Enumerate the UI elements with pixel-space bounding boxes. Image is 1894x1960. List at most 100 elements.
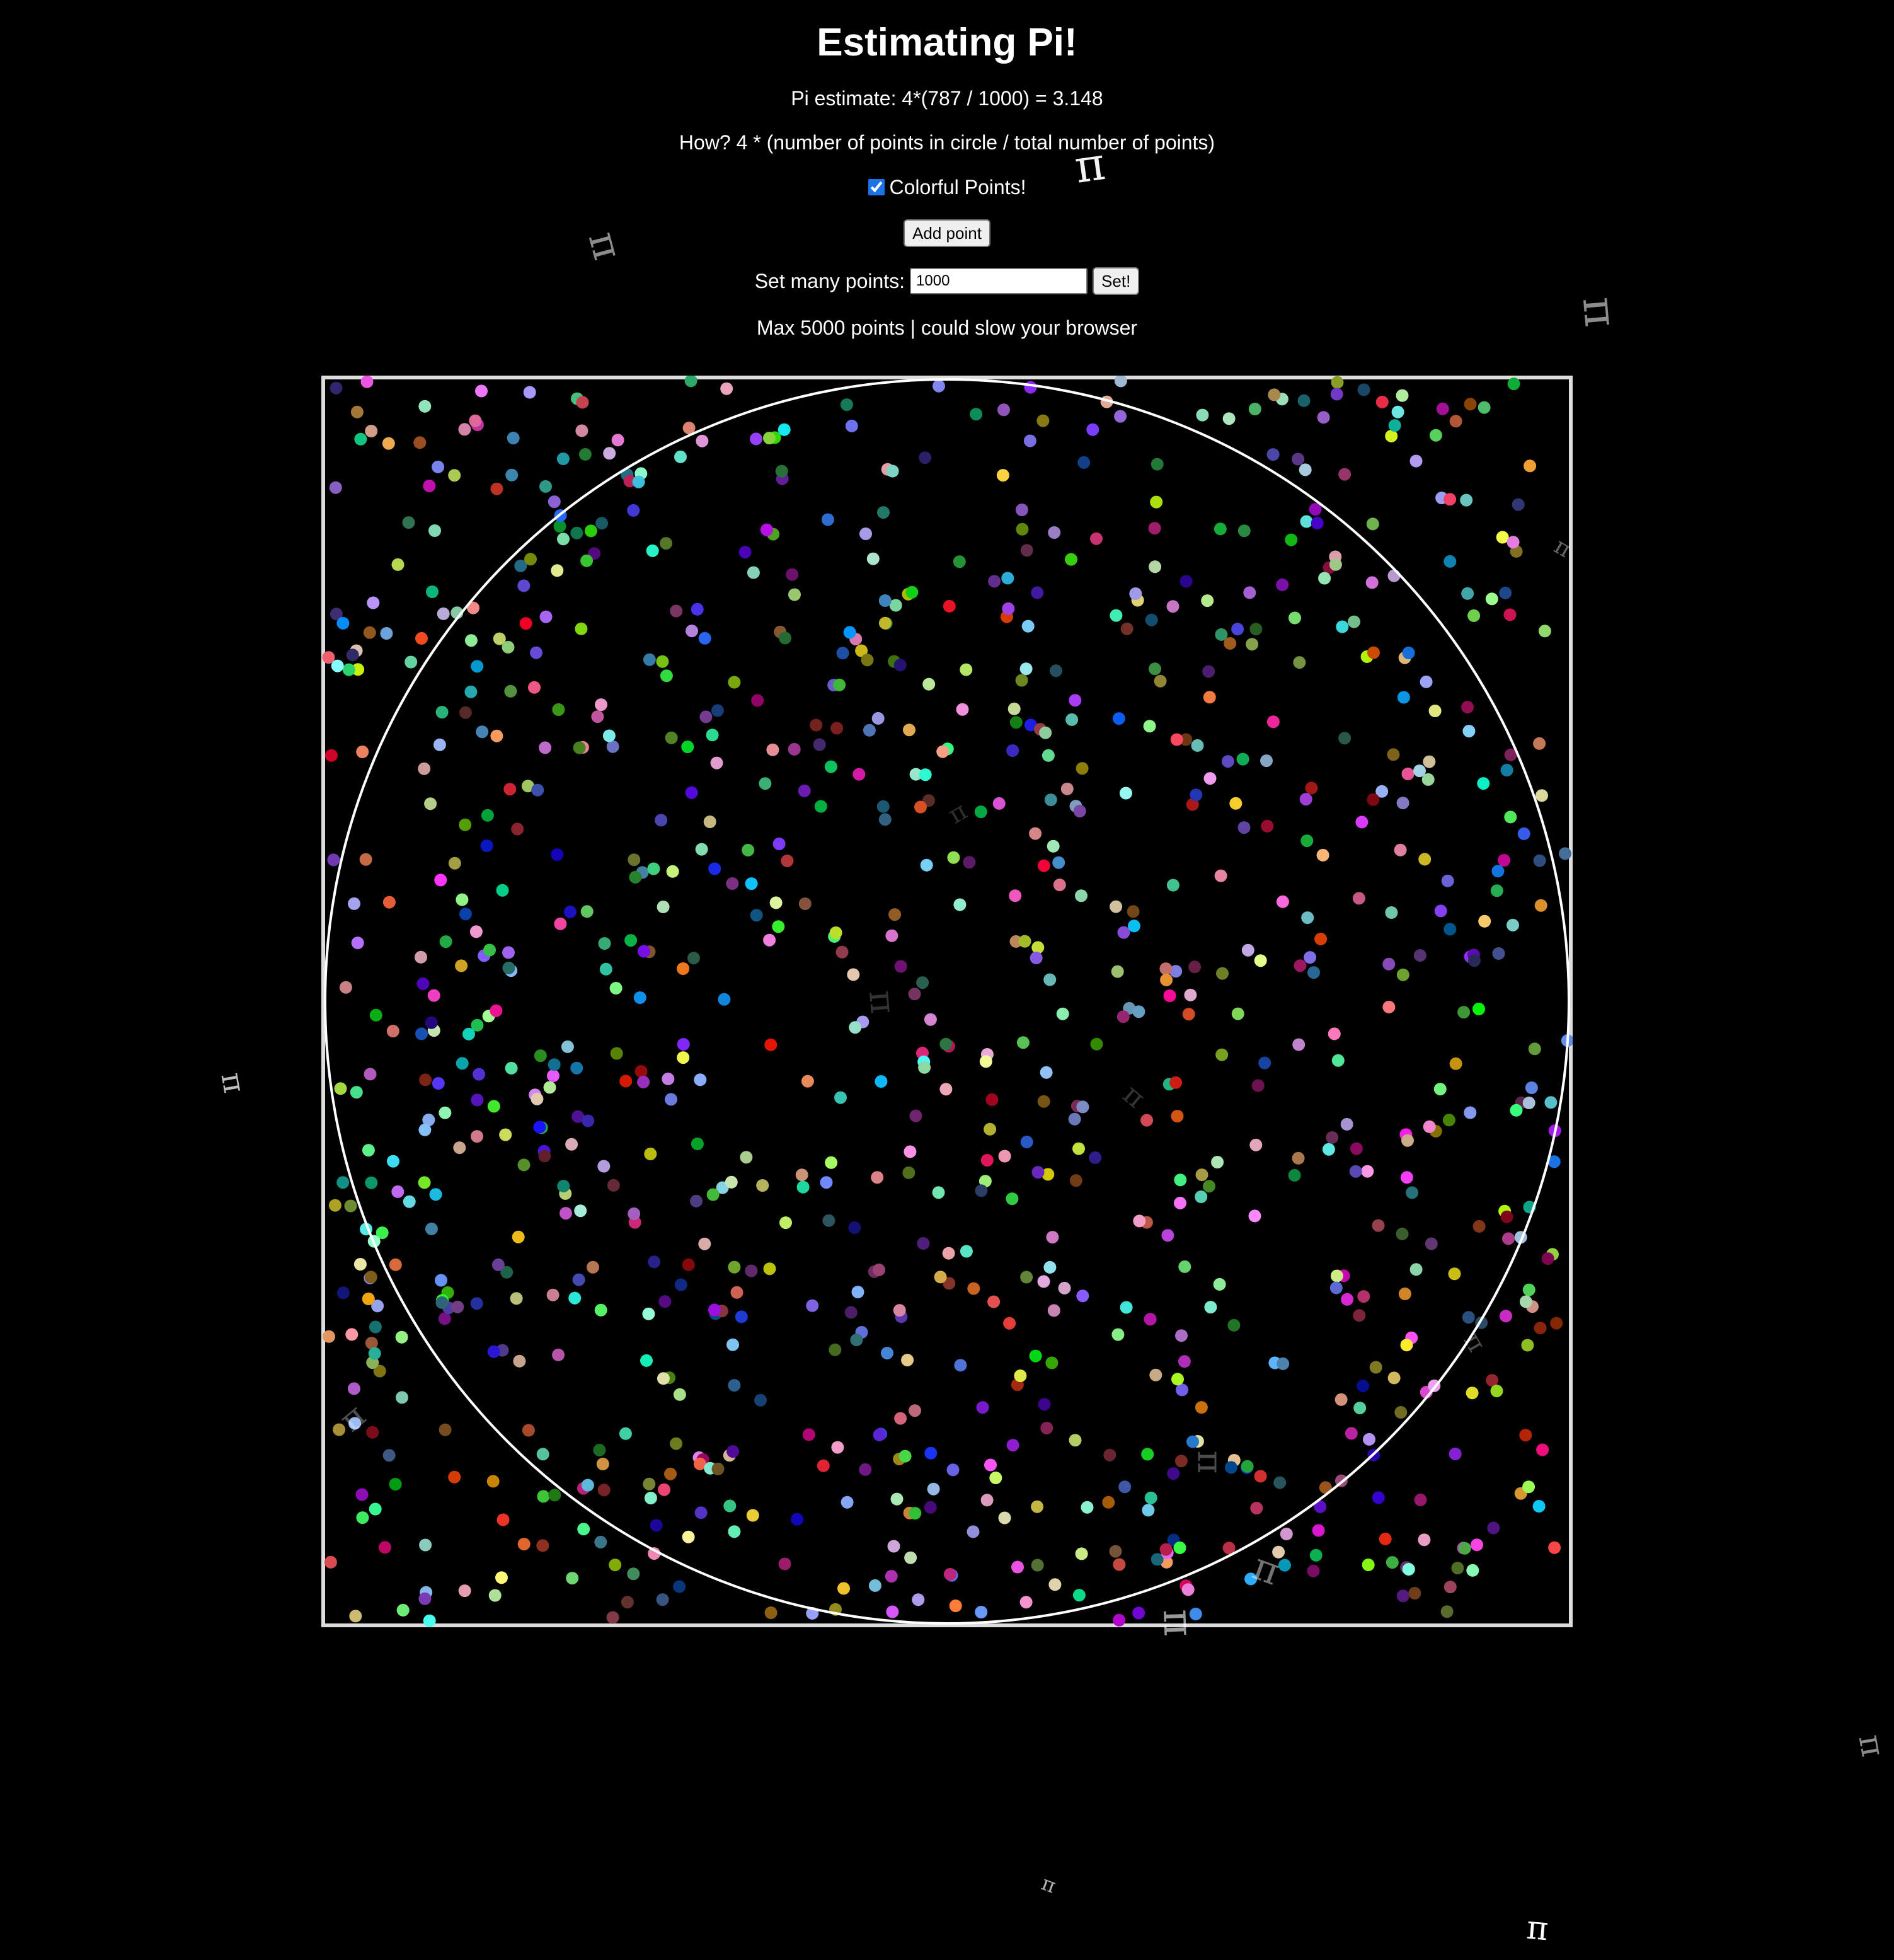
- point: [448, 1470, 461, 1484]
- point: [369, 1008, 382, 1022]
- point: [845, 419, 858, 432]
- point: [1076, 1289, 1089, 1303]
- set-points-button[interactable]: Set!: [1093, 267, 1140, 295]
- point: [1007, 702, 1021, 715]
- point: [1394, 1406, 1408, 1419]
- point: [1340, 1117, 1353, 1131]
- point: [1174, 1455, 1188, 1468]
- point: [730, 1286, 743, 1299]
- point: [806, 1299, 819, 1312]
- point: [1440, 1605, 1454, 1618]
- point: [1367, 646, 1380, 659]
- point: [1357, 383, 1370, 396]
- point: [1241, 943, 1254, 957]
- point: [1507, 918, 1519, 931]
- point: [875, 1075, 888, 1088]
- point: [1524, 459, 1537, 473]
- point: [609, 1559, 622, 1572]
- point: [1174, 1173, 1187, 1187]
- point: [1512, 498, 1525, 511]
- point: [416, 977, 430, 990]
- colorful-points-label[interactable]: Colorful Points!: [889, 176, 1026, 199]
- colorful-points-checkbox[interactable]: [868, 179, 885, 195]
- point: [1382, 957, 1396, 971]
- point: [486, 1475, 500, 1488]
- point: [1090, 532, 1103, 545]
- point: [1330, 388, 1343, 401]
- point: [481, 809, 494, 822]
- point: [435, 1274, 447, 1287]
- point: [324, 749, 338, 762]
- point: [1260, 754, 1273, 768]
- point: [656, 655, 669, 668]
- point: [1521, 1339, 1534, 1352]
- point: [718, 993, 731, 1006]
- point: [905, 585, 919, 599]
- point: [1418, 1533, 1431, 1547]
- point: [924, 1446, 938, 1460]
- point: [1236, 752, 1249, 766]
- point: [920, 858, 933, 872]
- point: [578, 447, 592, 461]
- point: [834, 1091, 847, 1104]
- point: [1109, 1545, 1122, 1558]
- point: [1385, 429, 1398, 442]
- point: [1127, 919, 1140, 933]
- point: [439, 935, 452, 948]
- point: [1293, 656, 1306, 669]
- point: [1003, 1317, 1016, 1330]
- point: [1466, 1564, 1479, 1577]
- point: [670, 604, 683, 618]
- point: [380, 627, 393, 640]
- point: [566, 1572, 579, 1585]
- point: [1372, 1219, 1385, 1232]
- point: [694, 1073, 707, 1087]
- point: [1510, 1104, 1523, 1117]
- point: [1309, 503, 1322, 516]
- point: [1352, 892, 1365, 905]
- point: [1224, 1461, 1237, 1474]
- point: [850, 1334, 863, 1347]
- point: [987, 1295, 1001, 1308]
- set-many-points-input[interactable]: [910, 268, 1088, 294]
- point: [1031, 1559, 1044, 1572]
- point: [1304, 951, 1317, 964]
- point: [742, 843, 755, 856]
- point: [537, 1490, 550, 1503]
- point: [666, 865, 679, 878]
- point: [975, 1184, 988, 1197]
- point: [571, 1110, 585, 1123]
- point: [1464, 1106, 1477, 1119]
- point: [1292, 1151, 1305, 1165]
- point: [1068, 1112, 1081, 1126]
- point: [363, 626, 376, 639]
- point: [349, 1610, 362, 1623]
- point: [1030, 952, 1043, 964]
- point: [1533, 854, 1546, 867]
- point: [674, 1278, 687, 1291]
- point: [751, 694, 764, 707]
- point: [1500, 1310, 1512, 1323]
- point: [502, 946, 515, 959]
- point: [344, 1199, 357, 1213]
- point: [912, 1593, 925, 1606]
- point: [934, 1271, 947, 1284]
- point: [1538, 625, 1551, 638]
- point: [779, 631, 792, 645]
- point: [1401, 1134, 1414, 1147]
- point: [822, 1214, 835, 1227]
- point: [499, 1128, 512, 1141]
- add-point-button[interactable]: Add point: [904, 219, 990, 247]
- point: [665, 1093, 677, 1106]
- point: [514, 559, 527, 572]
- point: [1075, 1547, 1088, 1560]
- point: [418, 400, 432, 413]
- point: [1311, 517, 1324, 530]
- point: [708, 1303, 721, 1317]
- point: [1029, 827, 1042, 840]
- point: [487, 1345, 500, 1358]
- point: [418, 762, 431, 775]
- point: [458, 423, 471, 436]
- point: [459, 706, 472, 719]
- point: [1184, 988, 1197, 1001]
